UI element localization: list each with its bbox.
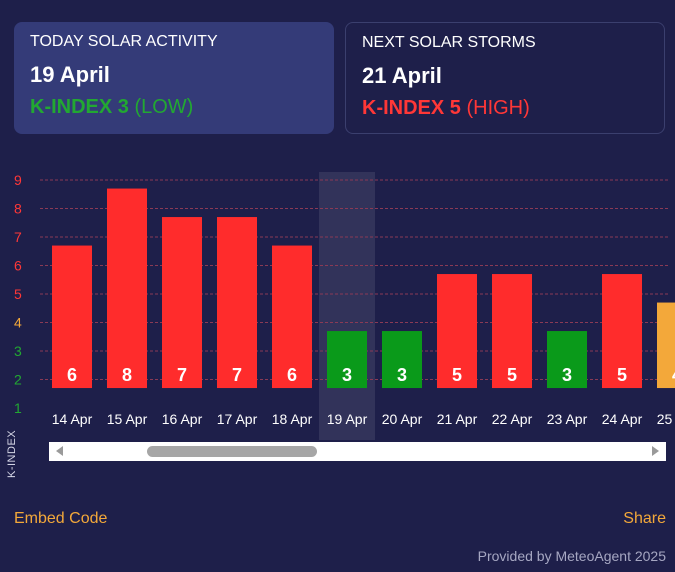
next-kindex: K-INDEX 5 (HIGH) [362, 97, 648, 120]
y-tick-label: 5 [14, 286, 22, 302]
next-card-label: NEXT SOLAR STORMS [362, 34, 536, 51]
embed-code-link[interactable]: Embed Code [14, 510, 108, 527]
y-tick-label: 4 [14, 315, 22, 331]
y-tick-label: 7 [14, 229, 22, 245]
share-link[interactable]: Share [623, 510, 666, 527]
bar-value-label: 7 [177, 365, 187, 385]
x-tick-label: 17 Apr [217, 411, 258, 427]
bar [162, 217, 202, 389]
x-tick-label: 21 Apr [437, 411, 478, 427]
bar [382, 331, 422, 389]
bar [327, 331, 367, 389]
today-kindex: K-INDEX 3 (LOW) [30, 96, 318, 119]
y-tick-label: 6 [14, 258, 22, 274]
bar [217, 217, 257, 389]
x-tick-label: 22 Apr [492, 411, 533, 427]
bar-value-label: 3 [397, 365, 407, 385]
x-tick-label: 24 Apr [602, 411, 643, 427]
x-tick-label: 25 Apr [657, 411, 675, 427]
today-kindex-level: (LOW) [134, 96, 194, 118]
today-kindex-value: K-INDEX 3 [30, 96, 129, 118]
y-tick-label: 8 [14, 201, 22, 217]
scrollbar-thumb[interactable] [147, 446, 317, 457]
y-tick-label: 3 [14, 343, 22, 359]
x-tick-label: 15 Apr [107, 411, 148, 427]
next-kindex-level: (HIGH) [466, 97, 530, 119]
x-tick-label: 23 Apr [547, 411, 588, 427]
y-tick-label: 1 [14, 400, 22, 416]
bar-value-label: 3 [562, 365, 572, 385]
bar-value-label: 4 [672, 365, 675, 385]
bar-value-label: 5 [617, 365, 627, 385]
y-tick-label: 2 [14, 372, 22, 388]
bar-value-label: 5 [507, 365, 517, 385]
x-tick-label: 20 Apr [382, 411, 423, 427]
provided-by-text: Provided by MeteoAgent 2025 [477, 548, 666, 564]
x-tick-label: 19 Apr [327, 411, 368, 427]
bar [437, 274, 477, 389]
bar [272, 245, 312, 389]
bar [657, 302, 675, 389]
bar [107, 188, 147, 389]
next-storms-card: NEXT SOLAR STORMS 21 April K-INDEX 5 (HI… [345, 22, 665, 134]
today-card-date: 19 April [30, 62, 110, 87]
bar-value-label: 5 [452, 365, 462, 385]
scroll-left-arrow-icon[interactable] [56, 446, 63, 456]
y-tick-label: 9 [14, 172, 22, 188]
highlight-band [319, 172, 375, 440]
bar-value-label: 8 [122, 365, 132, 385]
bar-value-label: 7 [232, 365, 242, 385]
next-card-date: 21 April [362, 63, 442, 88]
bar-value-label: 3 [342, 365, 352, 385]
x-tick-label: 16 Apr [162, 411, 203, 427]
x-tick-label: 14 Apr [52, 411, 93, 427]
today-card-label: TODAY SOLAR ACTIVITY [30, 33, 218, 50]
chart-scrollbar[interactable] [49, 442, 666, 461]
kindex-bar-chart: 1 2 3 4 5 6 7 8 9 6 14 Apr 8 15 Apr 7 16 Apr 7 17 Apr 6 18… [0, 160, 675, 490]
bar [492, 274, 532, 389]
x-tick-label: 18 Apr [272, 411, 313, 427]
bar [602, 274, 642, 389]
bar [52, 245, 92, 389]
bar-value-label: 6 [67, 365, 77, 385]
bar-value-label: 6 [287, 365, 297, 385]
today-activity-card: TODAY SOLAR ACTIVITY 19 April K-INDEX 3 … [14, 22, 334, 134]
next-kindex-value: K-INDEX 5 [362, 97, 461, 119]
y-axis-label: K-INDEX [6, 429, 18, 478]
chart-svg: 1 2 3 4 5 6 7 8 9 6 14 Apr 8 15 Apr 7 16 Apr 7 17 Apr 6 18… [14, 172, 675, 440]
scroll-right-arrow-icon[interactable] [652, 446, 659, 456]
bar [547, 331, 587, 389]
